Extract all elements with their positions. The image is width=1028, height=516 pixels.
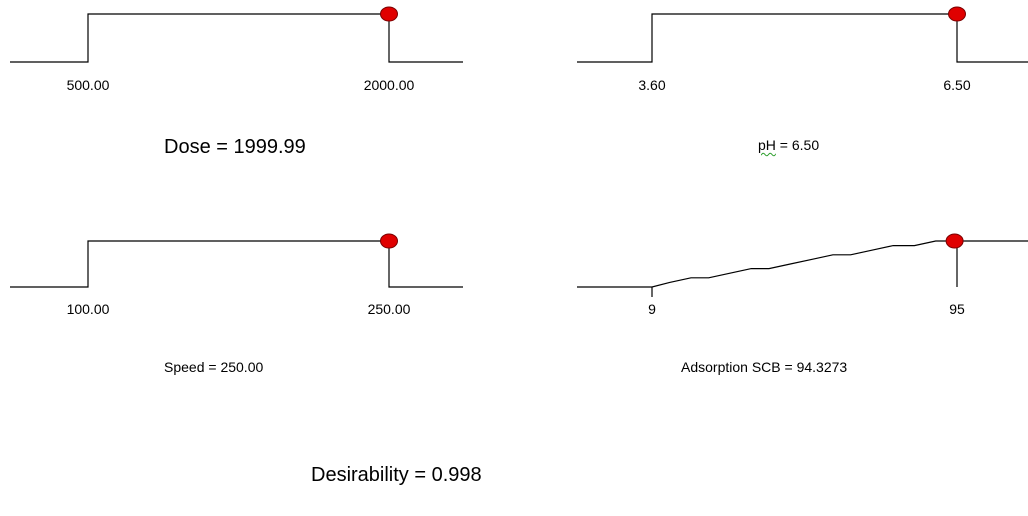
- speed-high-tick-label: 250.00: [368, 301, 411, 317]
- desirability-caption: Desirability = 0.998: [311, 464, 482, 487]
- adsorption-low-tick-label: 9: [648, 301, 656, 317]
- dose-selected-marker: [379, 6, 398, 22]
- adsorption-high-tick-label: 95: [949, 301, 965, 317]
- speed-caption-name: Speed: [164, 359, 205, 375]
- ph-caption-name: pH: [758, 137, 776, 153]
- dose-caption: Dose = 1999.99: [164, 136, 306, 159]
- ph-selected-marker: [948, 6, 966, 22]
- adsorption-ramp-line: [577, 240, 1028, 288]
- desirability-value: 0.998: [431, 464, 482, 486]
- speed-caption-value: 250.00: [220, 359, 264, 375]
- dose-caption-value: 1999.99: [233, 136, 306, 158]
- adsorption-caption-equals: =: [780, 359, 797, 375]
- desirability-equals: =: [408, 464, 432, 486]
- speed-caption: Speed = 250.00: [164, 359, 263, 375]
- ph-ramp-line: [577, 13, 1028, 63]
- dose-high-tick-label: 2000.00: [364, 77, 415, 93]
- speed-low-tick-label: 100.00: [67, 301, 110, 317]
- adsorption-selected-marker: [945, 233, 964, 249]
- adsorption-caption-value: 94.3273: [796, 359, 848, 375]
- adsorption-caption-name: Adsorption SCB: [681, 359, 781, 375]
- dose-low-tick-label: 500.00: [67, 77, 110, 93]
- ph-high-tick-label: 6.50: [943, 77, 970, 93]
- ph-caption-equals: =: [775, 137, 792, 153]
- ph-low-tick-label: 3.60: [638, 77, 665, 93]
- dose-ramp-line: [10, 13, 463, 63]
- speed-caption-equals: =: [204, 359, 221, 375]
- dose-caption-equals: =: [210, 136, 234, 158]
- ph-caption-value: 6.50: [791, 137, 820, 153]
- desirability-label: Desirability: [311, 464, 409, 486]
- dose-caption-name: Dose: [164, 136, 211, 158]
- adsorption-caption: Adsorption SCB = 94.3273: [681, 359, 847, 375]
- speed-ramp-line: [10, 240, 463, 288]
- speed-selected-marker: [380, 233, 398, 249]
- ph-caption: pH = 6.50: [758, 137, 819, 153]
